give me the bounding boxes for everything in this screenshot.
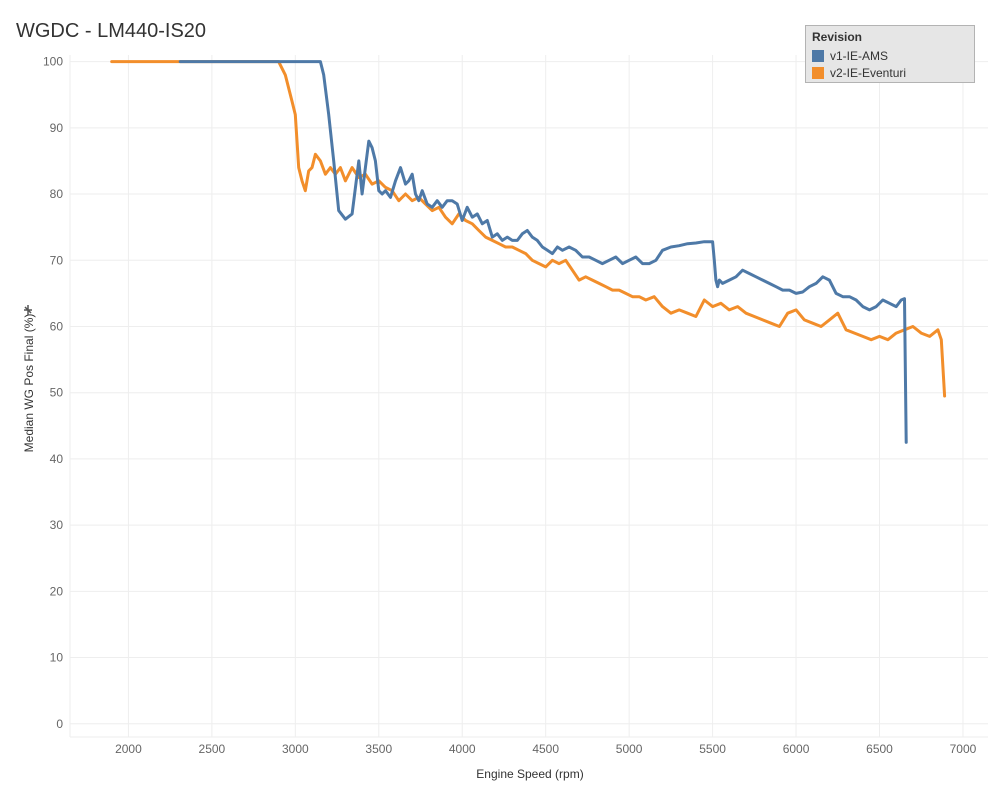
y-tick-label: 90: [50, 121, 64, 135]
y-tick-label: 50: [50, 386, 64, 400]
x-tick-label: 5000: [616, 742, 643, 756]
x-tick-label: 5500: [699, 742, 726, 756]
legend-label-v2: v2-IE-Eventuri: [830, 65, 907, 80]
y-tick-label: 30: [50, 518, 64, 532]
x-tick-label: 3000: [282, 742, 309, 756]
series-lines: [110, 60, 947, 444]
legend-swatch-v1: [812, 49, 824, 62]
y-tick-label: 40: [50, 452, 64, 466]
y-axis-ticks: 0 10 20 30 40 50 60 70 80 90 100: [43, 55, 63, 731]
y-tick-label: 60: [50, 319, 64, 333]
legend-item-v1[interactable]: v1-IE-AMS: [812, 47, 968, 64]
y-tick-label: 70: [50, 253, 64, 267]
x-axis-label: Engine Speed (rpm): [476, 767, 583, 781]
x-tick-label: 7000: [950, 742, 977, 756]
legend-title: Revision: [812, 30, 863, 44]
legend[interactable]: Revision v1-IE-AMS v2-IE-Eventuri: [805, 25, 975, 83]
x-tick-label: 2000: [115, 742, 142, 756]
y-tick-label: 10: [50, 651, 64, 665]
grid: [69, 55, 988, 738]
series-line-v2-ie-eventuri[interactable]: [110, 60, 947, 398]
x-tick-label: 4500: [532, 742, 559, 756]
x-tick-label: 2500: [199, 742, 226, 756]
y-tick-label: 80: [50, 187, 64, 201]
x-tick-label: 6500: [866, 742, 893, 756]
chart-title: WGDC - LM440-IS20: [16, 20, 207, 42]
y-tick-label: 20: [50, 584, 64, 598]
x-tick-label: 6000: [783, 742, 810, 756]
x-tick-label: 4000: [449, 742, 476, 756]
x-tick-label: 3500: [365, 742, 392, 756]
y-tick-label: 100: [43, 55, 63, 69]
legend-label-v1: v1-IE-AMS: [830, 48, 889, 63]
pin-icon[interactable]: [24, 305, 32, 315]
series-line-v1-ie-ams[interactable]: [178, 60, 908, 444]
legend-item-v2[interactable]: v2-IE-Eventuri: [812, 64, 968, 81]
x-axis-ticks: 2000 2500 3000 3500 4000 4500 5000 5500 6000 6500…: [115, 742, 977, 756]
y-axis-label: Median WG Pos Final (%): [22, 314, 36, 453]
legend-swatch-v2: [812, 66, 824, 79]
y-tick-label: 0: [56, 717, 63, 731]
